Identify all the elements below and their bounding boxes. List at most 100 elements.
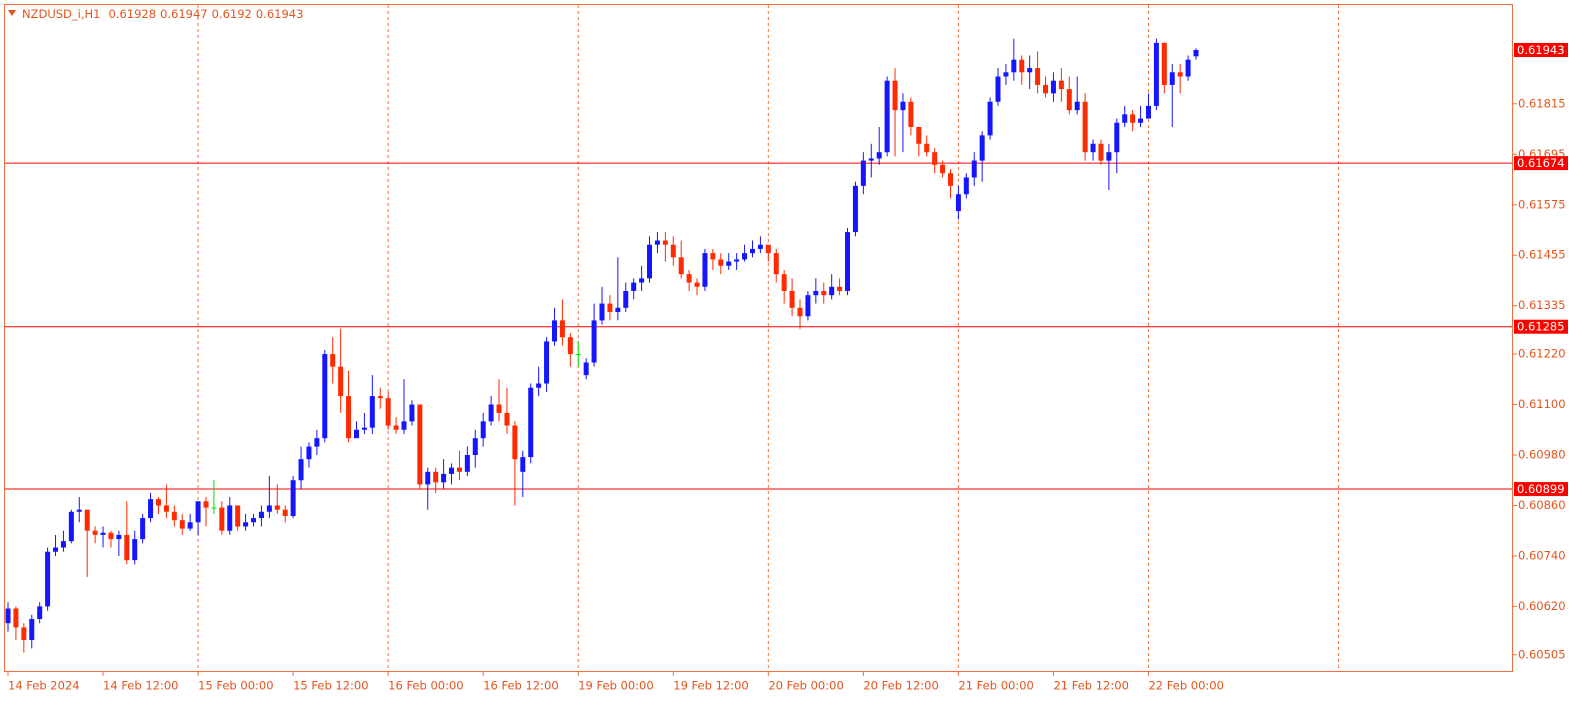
x-tick-label: 19 Feb 00:00 <box>578 679 653 693</box>
y-tick-label: 0.61575 <box>1518 197 1566 211</box>
candle-body <box>306 446 312 460</box>
level-box <box>1514 319 1568 334</box>
candle-body <box>480 421 486 439</box>
candle-body <box>734 259 740 262</box>
candle-body <box>116 534 122 540</box>
candle-body <box>765 244 771 254</box>
candle-body <box>496 404 502 413</box>
candle-body <box>979 135 985 161</box>
x-tick-label: 21 Feb 12:00 <box>1053 679 1128 693</box>
candle-body <box>298 459 304 481</box>
candle-body <box>60 541 66 548</box>
candle-body <box>876 152 882 159</box>
level-label: 0.61674 <box>1517 156 1565 170</box>
candle-body <box>195 501 201 523</box>
level-label: 0.61285 <box>1517 320 1565 334</box>
candle-body <box>615 307 621 313</box>
candle-body <box>924 143 930 153</box>
candle-body <box>1082 101 1088 153</box>
candle-body <box>148 499 154 519</box>
candle-body <box>1130 114 1136 123</box>
candle-body <box>227 505 233 531</box>
candle-body <box>837 286 843 291</box>
candle-body <box>266 505 272 512</box>
candle-body <box>567 337 573 355</box>
y-tick-label: 0.60860 <box>1518 498 1566 512</box>
candle-body <box>163 505 169 512</box>
candle-body <box>995 76 1001 102</box>
symbol: NZDUSD_i,H1 <box>22 7 100 21</box>
candle-body <box>1138 118 1144 123</box>
candle-body <box>274 505 280 510</box>
candle-body <box>369 396 375 428</box>
bid-label: 0.61943 <box>1517 43 1565 57</box>
candle-body <box>488 404 494 422</box>
candle-body <box>1106 152 1112 161</box>
candle-body <box>607 303 613 313</box>
candle-body <box>330 354 336 367</box>
candle-body <box>1035 68 1041 85</box>
candle-body <box>710 253 716 260</box>
candle-body <box>211 507 217 509</box>
candle-body <box>551 320 557 342</box>
candle-body <box>528 387 534 458</box>
x-tick-label: 16 Feb 12:00 <box>483 679 558 693</box>
y-tick-label: 0.60980 <box>1518 447 1566 461</box>
candle-body <box>346 396 352 439</box>
candle-body <box>45 551 51 607</box>
candle-body <box>314 438 320 447</box>
y-tick-label: 0.60620 <box>1518 599 1566 613</box>
candle-body <box>845 232 851 291</box>
candle-body <box>805 295 811 317</box>
candle-body <box>797 307 803 317</box>
candle-body <box>955 194 961 212</box>
x-tick-label: 15 Feb 00:00 <box>198 679 273 693</box>
candle-body <box>1098 143 1104 161</box>
candle-body <box>559 320 565 338</box>
price-tags: 0.61674 0.61285 0.60899 0.61943 <box>1514 42 1568 497</box>
x-tick-label: 19 Feb 12:00 <box>673 679 748 693</box>
candle-body <box>171 511 177 521</box>
candle-body <box>37 606 43 620</box>
candle-body <box>140 518 146 540</box>
candle-body <box>829 286 835 296</box>
y-tick-label: 0.61100 <box>1518 397 1566 411</box>
x-tick-label: 14 Feb 12:00 <box>103 679 178 693</box>
candle-body <box>963 177 969 195</box>
candle-body <box>940 164 946 174</box>
candle-body <box>124 534 130 561</box>
candle-body <box>852 185 858 233</box>
x-tick-label: 16 Feb 00:00 <box>388 679 463 693</box>
candle-body <box>472 438 478 455</box>
candle-body <box>1066 89 1072 111</box>
candle-body <box>235 505 241 527</box>
candle-body <box>108 532 114 540</box>
candle-body <box>258 511 264 519</box>
candle-body <box>512 425 518 460</box>
candle-body <box>1177 72 1183 77</box>
candle-body <box>13 608 19 628</box>
candle-body <box>718 259 724 266</box>
y-tick-label: 0.61815 <box>1518 96 1566 110</box>
candle-body <box>441 473 447 483</box>
time-axis: 14 Feb 2024 14 Feb 12:00 15 Feb 00:00 15 Fe… <box>7 672 1224 693</box>
candle-body <box>544 341 550 384</box>
candle-body <box>1058 80 1064 90</box>
candles <box>5 38 1199 653</box>
open-price: 0.61928 <box>108 7 156 21</box>
candle-body <box>53 547 59 552</box>
candle-body <box>670 244 676 258</box>
candle-body <box>100 532 106 535</box>
candle-body <box>76 509 82 512</box>
candle-body <box>749 248 755 254</box>
candle-body <box>662 240 668 245</box>
candle-body <box>1161 42 1167 85</box>
candle-body <box>1027 68 1033 73</box>
x-tick-label: 21 Feb 00:00 <box>958 679 1033 693</box>
candle-body <box>916 126 922 144</box>
candle-body <box>179 520 185 529</box>
candle-body <box>726 261 732 266</box>
candle-body <box>536 383 542 388</box>
candle-body <box>155 499 161 506</box>
